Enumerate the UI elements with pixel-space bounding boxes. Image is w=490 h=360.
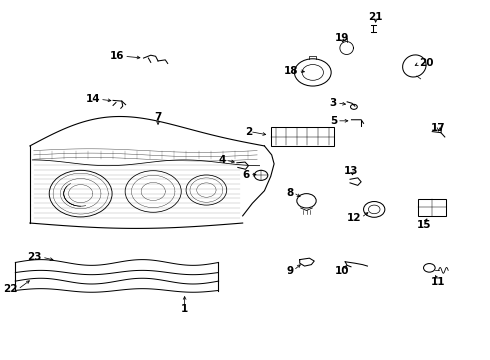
Text: 10: 10 bbox=[335, 266, 349, 276]
Text: 2: 2 bbox=[245, 127, 252, 136]
Text: 6: 6 bbox=[243, 170, 250, 180]
Text: 19: 19 bbox=[335, 33, 349, 43]
Text: 12: 12 bbox=[346, 213, 361, 222]
Text: 1: 1 bbox=[181, 304, 188, 314]
Text: 17: 17 bbox=[431, 123, 446, 133]
Text: 18: 18 bbox=[284, 66, 298, 76]
Text: 14: 14 bbox=[85, 94, 100, 104]
Text: 16: 16 bbox=[110, 51, 124, 61]
Text: 15: 15 bbox=[417, 220, 431, 230]
Text: 3: 3 bbox=[330, 98, 337, 108]
Text: 21: 21 bbox=[368, 12, 383, 22]
Bar bbox=[418, 199, 446, 216]
Text: 9: 9 bbox=[286, 266, 294, 276]
Bar bbox=[270, 127, 334, 146]
Text: 22: 22 bbox=[3, 284, 18, 294]
Text: 13: 13 bbox=[344, 166, 359, 176]
Text: 23: 23 bbox=[27, 252, 42, 262]
Text: 8: 8 bbox=[286, 188, 294, 198]
Text: 4: 4 bbox=[219, 155, 226, 165]
Text: 5: 5 bbox=[330, 116, 337, 126]
Text: 20: 20 bbox=[419, 58, 434, 68]
Text: 7: 7 bbox=[154, 112, 162, 122]
Text: 11: 11 bbox=[431, 277, 446, 287]
